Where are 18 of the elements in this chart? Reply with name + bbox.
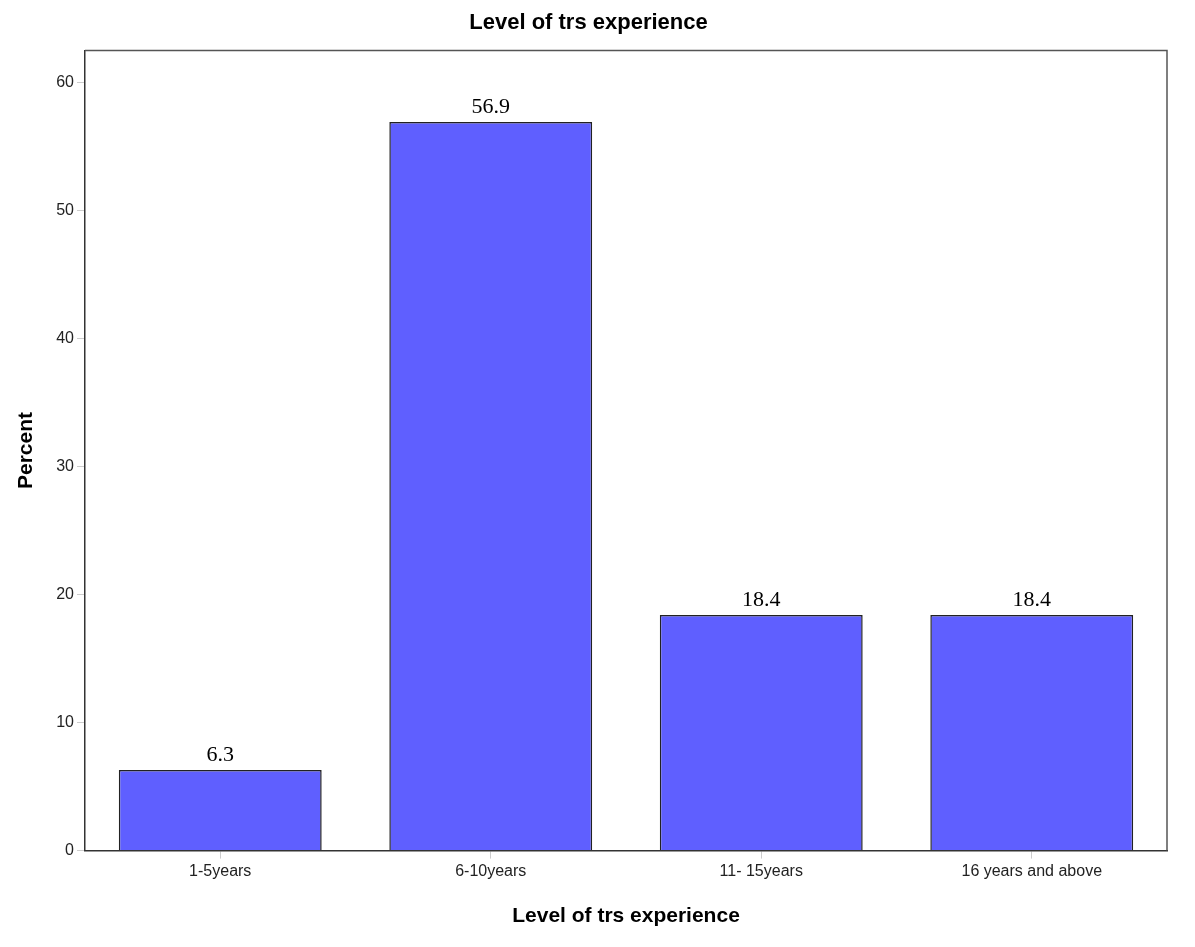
data-label: 18.4: [1012, 585, 1051, 611]
x-axis-title: Level of trs experience: [512, 903, 740, 927]
data-label: 56.9: [471, 92, 510, 118]
data-label: 6.3: [206, 740, 234, 766]
y-axis-title: Percent: [13, 411, 37, 490]
x-tick-label: 1-5years: [189, 861, 252, 879]
y-tick-label: 40: [56, 328, 75, 346]
x-tick-label: 11- 15years: [719, 861, 803, 879]
y-tick-label: 50: [56, 200, 75, 218]
y-tick-label: 20: [56, 584, 75, 602]
y-tick-label: 0: [65, 841, 75, 859]
y-tick-label: 10: [56, 712, 75, 730]
chart-title: Level of trs experience: [469, 9, 708, 35]
x-tick-label: 6-10years: [455, 861, 527, 879]
y-tick-label: 60: [56, 72, 75, 90]
x-tick-label: 16 years and above: [961, 861, 1103, 879]
y-tick-label: 30: [56, 456, 75, 474]
data-label: 18.4: [742, 585, 781, 611]
